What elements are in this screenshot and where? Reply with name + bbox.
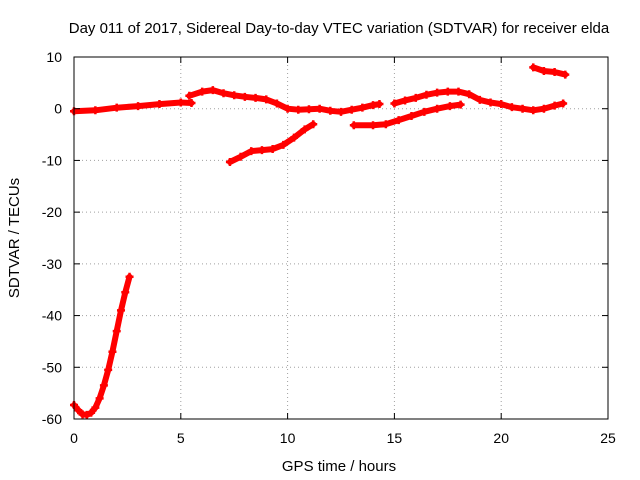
data-point (257, 146, 266, 155)
data-point (539, 104, 548, 113)
data-point (294, 105, 303, 114)
x-tick-label: 15 (387, 430, 403, 446)
data-point (230, 91, 239, 100)
chart-title: Day 011 of 2017, Sidereal Day-to-day VTE… (69, 20, 610, 37)
data-point (208, 86, 217, 95)
data-point (240, 92, 249, 101)
data-point (456, 100, 465, 109)
y-tick-label: -60 (42, 411, 62, 427)
data-point (381, 120, 390, 129)
data-point (454, 87, 463, 96)
data-point (315, 104, 324, 113)
data-point (390, 99, 399, 108)
data-point (272, 99, 281, 108)
data-point (99, 381, 108, 390)
data-point (268, 145, 277, 154)
data-point (112, 327, 121, 336)
data-point (529, 106, 538, 115)
data-point (104, 365, 113, 374)
data-point (550, 101, 559, 110)
data-point (550, 67, 559, 76)
data-point (337, 107, 345, 116)
data-point (465, 90, 474, 99)
data-point (125, 272, 134, 281)
data-point (290, 133, 299, 142)
y-tick-label: -10 (42, 152, 62, 168)
data-point (82, 410, 91, 419)
y-tick-label: 0 (54, 101, 62, 117)
data-point (225, 157, 234, 166)
y-tick-label: -40 (42, 308, 62, 324)
data-point (112, 103, 121, 112)
data-point (187, 99, 196, 108)
data-point (300, 125, 309, 134)
y-tick-label: -30 (42, 256, 62, 272)
data-point (561, 70, 570, 79)
data-point (486, 98, 495, 107)
data-point (108, 347, 117, 356)
data-point (279, 140, 288, 149)
y-tick-label: -50 (42, 359, 62, 375)
y-tick-label: -20 (42, 204, 62, 220)
data-point (116, 306, 125, 315)
data-point (445, 102, 454, 111)
data-point (358, 103, 367, 112)
data-point (185, 91, 194, 100)
data-point (304, 105, 313, 114)
data-point (407, 111, 416, 120)
data-point (539, 66, 548, 75)
data-point (326, 106, 335, 115)
data-point (176, 98, 185, 107)
x-axis-label: GPS time / hours (282, 458, 396, 475)
data-point (283, 104, 292, 113)
data-point (262, 95, 271, 104)
data-point (529, 63, 538, 72)
data-point (518, 104, 527, 113)
data-point (236, 152, 245, 161)
data-point (91, 106, 100, 115)
x-tick-label: 25 (600, 430, 616, 446)
data-point (219, 89, 228, 98)
data-point (497, 100, 506, 109)
series-pass-7 (530, 64, 569, 78)
x-tick-label: 0 (70, 430, 78, 446)
y-tick-label: 10 (46, 49, 62, 65)
data-point (347, 105, 356, 114)
data-point (559, 99, 568, 108)
data-point (91, 403, 100, 412)
data-point (443, 87, 452, 96)
data-point (369, 121, 378, 130)
axis-ticks: 0 5 10 15 20 25 10 0 -10 -20 -30 -40 -50 -60 (42, 49, 616, 446)
data-point (134, 102, 143, 111)
y-axis-label: SDTVAR / TECUs (6, 178, 23, 298)
x-tick-label: 20 (493, 430, 509, 446)
data-point (247, 147, 256, 156)
plot-frame (73, 56, 609, 420)
data-point (198, 87, 207, 96)
data-point (394, 116, 403, 125)
data-point (401, 96, 410, 105)
data-point (309, 120, 318, 129)
data-point (121, 288, 130, 297)
x-tick-label: 5 (177, 430, 185, 446)
data-point (251, 93, 260, 102)
data-point (507, 103, 516, 112)
data-point (433, 104, 442, 113)
data-point (74, 406, 83, 415)
data-point (95, 394, 104, 403)
data-point (420, 107, 429, 116)
data-marks (70, 63, 570, 419)
data-point (433, 88, 442, 97)
data-point (87, 408, 96, 417)
data-point (422, 90, 431, 99)
data-point (349, 121, 358, 130)
x-tick-label: 10 (280, 430, 296, 446)
data-point (411, 93, 420, 102)
data-point (155, 100, 164, 109)
data-point (375, 100, 384, 109)
data-point (475, 95, 484, 104)
